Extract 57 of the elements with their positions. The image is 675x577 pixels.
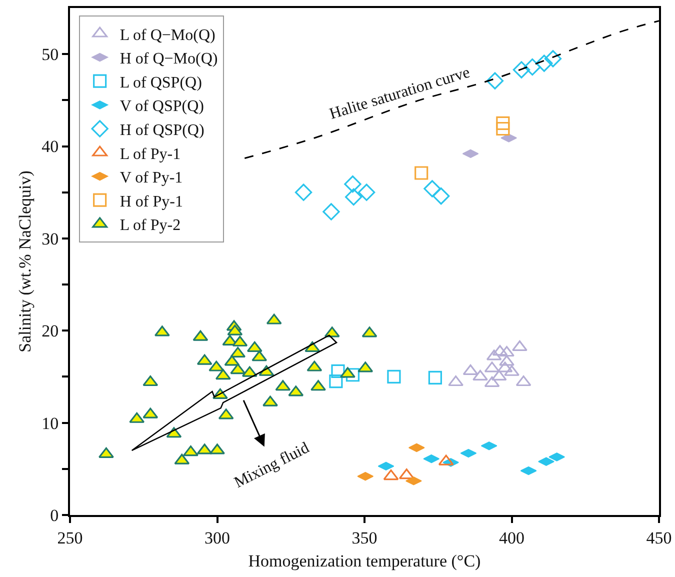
- y-tick-label: 30: [42, 229, 59, 248]
- point: [486, 72, 504, 90]
- point: [346, 368, 360, 382]
- y-tick-label: 20: [42, 322, 59, 341]
- point: [344, 175, 362, 193]
- x-tick-label: 300: [204, 528, 230, 548]
- legend-label: V of QSP(Q): [120, 98, 204, 116]
- legend-label: L of Py-1: [120, 146, 181, 163]
- legend-label: H of Py-1: [120, 193, 183, 210]
- point: [294, 184, 312, 201]
- point: [472, 370, 488, 381]
- point: [183, 446, 198, 456]
- point: [358, 184, 376, 201]
- x-tick-label: 450: [646, 528, 672, 548]
- legend-label: H of Q−Mo(Q): [120, 50, 218, 68]
- point: [544, 50, 562, 68]
- legend-label: L of Q−Mo(Q): [120, 26, 216, 44]
- point: [448, 375, 464, 386]
- point: [491, 370, 507, 381]
- legend-label: H of QSP(Q): [120, 122, 204, 139]
- point: [387, 370, 401, 384]
- point: [310, 380, 326, 391]
- point: [424, 180, 441, 198]
- point: [322, 203, 340, 220]
- point: [512, 61, 530, 78]
- x-tick-label: 350: [352, 528, 378, 548]
- point: [230, 363, 246, 374]
- point: [142, 375, 158, 386]
- point: [210, 444, 225, 454]
- point: [496, 116, 510, 130]
- y-tick-label: 40: [42, 137, 59, 156]
- point: [499, 355, 514, 366]
- point: [499, 346, 514, 357]
- point: [383, 469, 399, 480]
- y-tick-label: 0: [50, 506, 59, 525]
- annotation: Halite saturation curve: [328, 64, 472, 123]
- point: [524, 58, 541, 76]
- point: [428, 370, 442, 384]
- y-tick-label: 50: [42, 45, 59, 64]
- point: [331, 364, 345, 378]
- point: [536, 54, 553, 72]
- legend-label: L of Py-2: [120, 217, 181, 234]
- y-axis-title: Salinity (wt.% NaClequiv): [16, 170, 35, 352]
- x-axis-title: Homogenization temperature (°C): [248, 551, 481, 570]
- x-tick-label: 400: [499, 528, 524, 548]
- point: [414, 166, 428, 180]
- legend-label: V of Py-1: [120, 170, 183, 187]
- point: [345, 188, 362, 206]
- legend-label: L of QSP(Q): [120, 74, 202, 92]
- point: [262, 396, 278, 406]
- point: [516, 375, 532, 386]
- point: [432, 187, 450, 205]
- point: [504, 365, 520, 376]
- point: [496, 122, 510, 136]
- x-tick-label: 250: [57, 528, 83, 548]
- point: [512, 340, 528, 352]
- y-tick-label: 10: [42, 414, 59, 433]
